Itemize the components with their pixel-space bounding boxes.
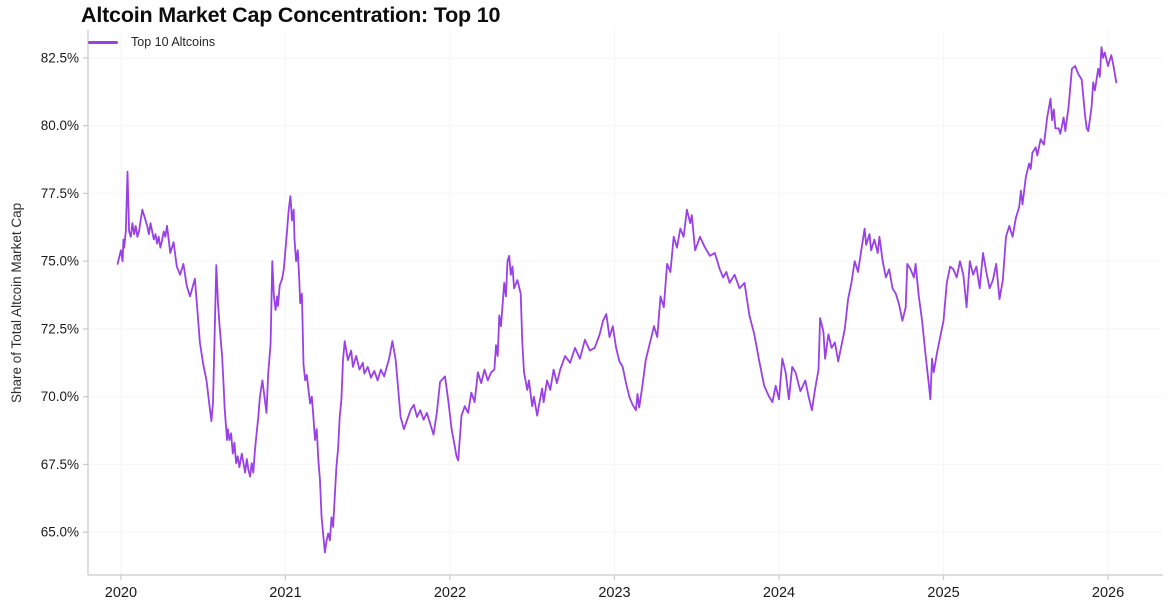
axis-tick-labels: 65.0% 67.5% 70.0% 72.5% 75.0% 77.5% 80.0% 82.5%… — [41, 50, 1124, 601]
y-tick-label: 80.0% — [41, 118, 79, 133]
x-tick-label: 2022 — [434, 585, 466, 601]
axis-ticks — [83, 57, 1109, 580]
y-axis-label: Share of Total Altcoin Market Cap — [9, 202, 24, 403]
x-tick-label: 2021 — [269, 585, 301, 601]
y-tick-label: 70.0% — [41, 389, 79, 404]
y-tick-label: 82.5% — [41, 50, 79, 65]
series-line-top10-altcoins — [116, 46, 1118, 554]
y-tick-label: 77.5% — [41, 186, 79, 201]
chart-title: Altcoin Market Cap Concentration: Top 10 — [81, 3, 501, 27]
x-tick-label: 2023 — [598, 585, 630, 601]
x-tick-label: 2026 — [1092, 585, 1124, 601]
legend: Top 10 Altcoins — [88, 34, 215, 50]
legend-line-swatch — [88, 40, 118, 44]
gridlines — [88, 30, 1163, 575]
y-tick-label: 72.5% — [41, 321, 79, 336]
y-tick-label: 75.0% — [41, 254, 79, 269]
x-tick-label: 2020 — [105, 585, 137, 601]
y-tick-label: 67.5% — [41, 457, 79, 472]
legend-label: Top 10 Altcoins — [131, 35, 216, 49]
y-tick-label: 65.0% — [41, 525, 79, 540]
x-tick-label: 2025 — [927, 585, 959, 601]
x-tick-label: 2024 — [763, 585, 795, 601]
axis-spines — [87, 30, 1163, 576]
